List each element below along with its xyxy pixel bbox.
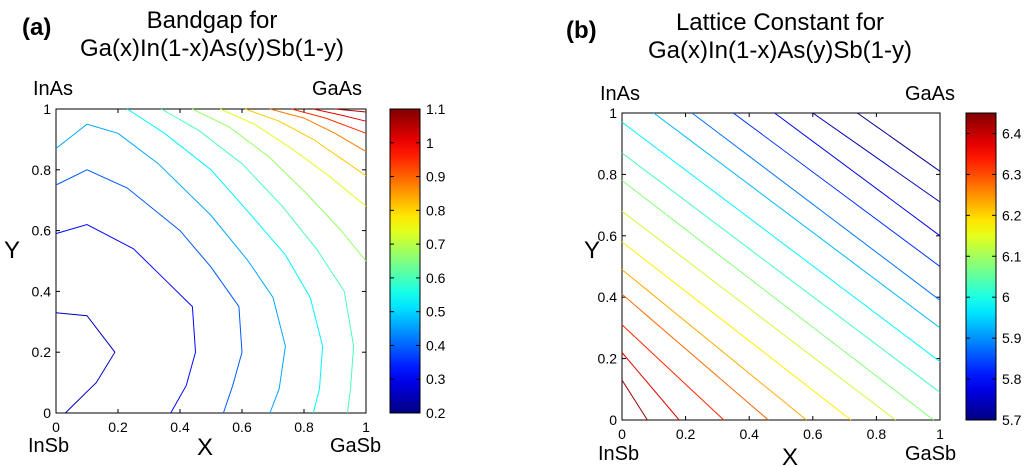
corner-label-bottom-right: GaSb xyxy=(330,435,381,457)
colorbar-tick-label: 0.3 xyxy=(426,371,446,387)
y-tick-label: 0.2 xyxy=(32,344,52,360)
contour-line xyxy=(621,121,941,363)
corner-label-top-right: GaAs xyxy=(312,78,362,100)
contour-line xyxy=(621,269,807,421)
y-axis-label: Y xyxy=(584,237,600,264)
y-tick-label: 0.8 xyxy=(32,162,52,178)
x-tick-label: 0 xyxy=(52,419,60,435)
contour-line xyxy=(291,108,367,134)
colorbar-tick-label: 0.6 xyxy=(426,270,446,286)
corner-label-bottom-left: InSb xyxy=(28,435,69,457)
contour-line xyxy=(621,210,896,421)
chart-title-line1: Lattice Constant for xyxy=(676,9,884,36)
contour-line xyxy=(55,223,197,414)
contour-line xyxy=(220,108,367,207)
colorbar-tick-label: 0.7 xyxy=(426,236,446,252)
x-tick-label: 0.2 xyxy=(676,426,696,442)
contour-line xyxy=(55,312,116,414)
colorbar-tick-label: 6.2 xyxy=(1002,207,1022,223)
y-axis-label: Y xyxy=(4,237,20,264)
y-tick-label: 1 xyxy=(43,101,51,117)
plot-area xyxy=(55,108,367,414)
panel-label: (a) xyxy=(22,14,51,41)
y-tick-label: 0 xyxy=(609,412,617,428)
x-tick-label: 0.6 xyxy=(803,426,823,442)
x-axis-label: X xyxy=(197,434,213,461)
colorbar-tick-label: 5.7 xyxy=(1002,412,1022,428)
contour-line xyxy=(621,379,648,421)
corner-label-top-left: InAs xyxy=(33,78,73,100)
y-tick-label: 1 xyxy=(609,105,617,121)
contour-line xyxy=(127,108,324,414)
colorbar-tick-label: 5.8 xyxy=(1002,371,1022,387)
contour-line xyxy=(812,112,941,203)
colorbar-tick-label: 0.5 xyxy=(426,304,446,320)
chart-title-line2: Ga(x)In(1-x)As(y)Sb(1-y) xyxy=(80,35,344,62)
x-axis-label: X xyxy=(782,444,798,467)
x-tick-label: 0.6 xyxy=(232,419,252,435)
colorbar-tick-label: 1.1 xyxy=(426,101,446,117)
x-tick-label: 0.4 xyxy=(170,419,190,435)
colorbar-tick-label: 0.2 xyxy=(426,405,446,421)
chart-title-line1: Bandgap for xyxy=(147,7,278,34)
panel-label: (b) xyxy=(566,17,597,44)
colorbar-tick-label: 6.3 xyxy=(1002,166,1022,182)
colorbar-tick-label: 5.9 xyxy=(1002,330,1022,346)
plot-area xyxy=(621,112,941,421)
corner-label-bottom-right: GaSb xyxy=(905,443,956,465)
chart-panel-2: (b) Lattice Constant forGa(x)In(1-x)As(y)… xyxy=(566,9,1022,467)
contour-line xyxy=(691,112,941,301)
corner-label-top-left: InAs xyxy=(600,83,640,105)
contour-line xyxy=(621,352,680,421)
contour-line xyxy=(621,241,852,421)
x-tick-label: 0.8 xyxy=(867,426,887,442)
y-tick-label: 0.8 xyxy=(598,166,618,182)
contour-line xyxy=(244,108,367,177)
x-tick-label: 0 xyxy=(618,426,626,442)
contour-line xyxy=(621,293,769,421)
contour-line xyxy=(313,108,367,122)
y-tick-label: 0 xyxy=(43,405,51,421)
x-tick-label: 0.4 xyxy=(739,426,759,442)
y-tick-label: 0.4 xyxy=(32,283,52,299)
contour-line xyxy=(621,152,941,393)
contour-line xyxy=(269,108,367,153)
colorbar-tick-label: 0.4 xyxy=(426,337,446,353)
contour-line xyxy=(55,123,286,414)
contour-line xyxy=(161,108,355,414)
colorbar-tick-label: 6.1 xyxy=(1002,248,1022,264)
colorbar-tick-label: 6.4 xyxy=(1002,125,1022,141)
contour-line xyxy=(621,180,934,421)
corner-label-bottom-left: InSb xyxy=(598,443,639,465)
contour-line xyxy=(334,108,367,113)
colorbar-tick-label: 1 xyxy=(426,135,434,151)
colorbar-tick-label: 0.9 xyxy=(426,169,446,185)
contour-line xyxy=(653,112,941,329)
contour-line xyxy=(733,112,941,267)
colorbar-tick-label: 0.8 xyxy=(426,202,446,218)
y-tick-label: 0.6 xyxy=(32,223,52,239)
x-tick-label: 0.2 xyxy=(108,419,128,435)
contour-line xyxy=(55,169,243,414)
colorbar-tick-label: 6 xyxy=(1002,289,1010,305)
x-tick-label: 1 xyxy=(362,419,370,435)
y-tick-label: 0.6 xyxy=(598,228,618,244)
colorbar xyxy=(965,112,997,421)
y-tick-label: 0.2 xyxy=(598,351,618,367)
x-tick-label: 0.8 xyxy=(294,419,314,435)
y-tick-label: 0.4 xyxy=(598,289,618,305)
contour-line xyxy=(192,108,367,262)
contour-line xyxy=(774,112,941,237)
contour-line xyxy=(621,324,725,421)
chart-title-line2: Ga(x)In(1-x)As(y)Sb(1-y) xyxy=(648,37,912,64)
x-tick-label: 1 xyxy=(936,426,944,442)
colorbar xyxy=(389,108,421,414)
contour-line xyxy=(857,112,941,172)
corner-label-top-right: GaAs xyxy=(905,83,955,105)
